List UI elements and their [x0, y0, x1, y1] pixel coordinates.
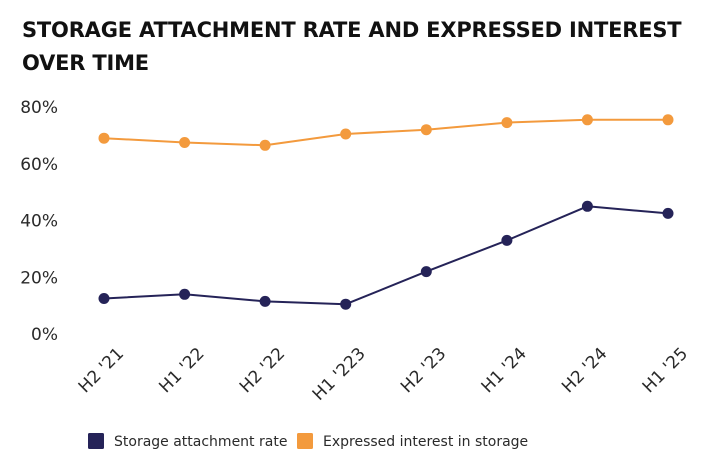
- data-point: [98, 293, 110, 304]
- data-point: [581, 200, 593, 212]
- series-line: [103, 118, 669, 147]
- data-point: [179, 288, 191, 300]
- series-1: [98, 200, 674, 310]
- data-point: [179, 137, 191, 148]
- legend-label: Expressed interest in storage: [323, 434, 528, 450]
- x-tick-label: H1 '223: [309, 344, 370, 405]
- data-point: [340, 128, 352, 140]
- x-tick-label: H1 '22: [155, 344, 208, 397]
- data-point: [581, 114, 593, 126]
- x-tick-label: H2 '22: [236, 344, 289, 397]
- x-tick-label: H1 '25: [639, 344, 692, 397]
- series-2: [98, 114, 674, 151]
- legend-swatch: [88, 433, 104, 449]
- data-point: [501, 117, 513, 129]
- y-tick-label: 60%: [20, 155, 58, 175]
- x-tick-label: H2 '23: [397, 344, 450, 397]
- x-tick-label: H2 '21: [75, 344, 128, 397]
- x-axis: H2 '21 H1 '22 H2 '22 H1 '223 H2 '23 H1 '24 H2 …: [75, 344, 692, 405]
- data-point: [420, 124, 432, 136]
- legend-swatch: [297, 433, 313, 449]
- data-point: [420, 266, 432, 278]
- chart-title: STORAGE ATTACHMENT RATE AND EXPRESSED IN…: [22, 18, 682, 75]
- y-tick-label: 40%: [20, 212, 58, 232]
- data-point: [340, 298, 352, 310]
- data-point: [662, 207, 674, 219]
- data-point: [98, 132, 110, 144]
- data-point: [259, 139, 271, 151]
- data-point: [259, 295, 271, 307]
- data-point: [662, 114, 674, 126]
- x-tick-label: H1 '24: [478, 344, 531, 397]
- legend-label: Storage attachment rate: [114, 434, 287, 450]
- series-line: [103, 205, 669, 306]
- legend: Storage attachment rate Expressed interes…: [88, 433, 528, 450]
- series-layer: [98, 114, 674, 310]
- y-tick-label: 80%: [20, 98, 58, 118]
- y-tick-label: 0%: [31, 325, 58, 345]
- y-axis: 0% 20% 40% 60% 80%: [20, 98, 58, 345]
- y-tick-label: 20%: [20, 268, 58, 288]
- data-point: [501, 234, 513, 246]
- x-tick-label: H2 '24: [558, 344, 611, 397]
